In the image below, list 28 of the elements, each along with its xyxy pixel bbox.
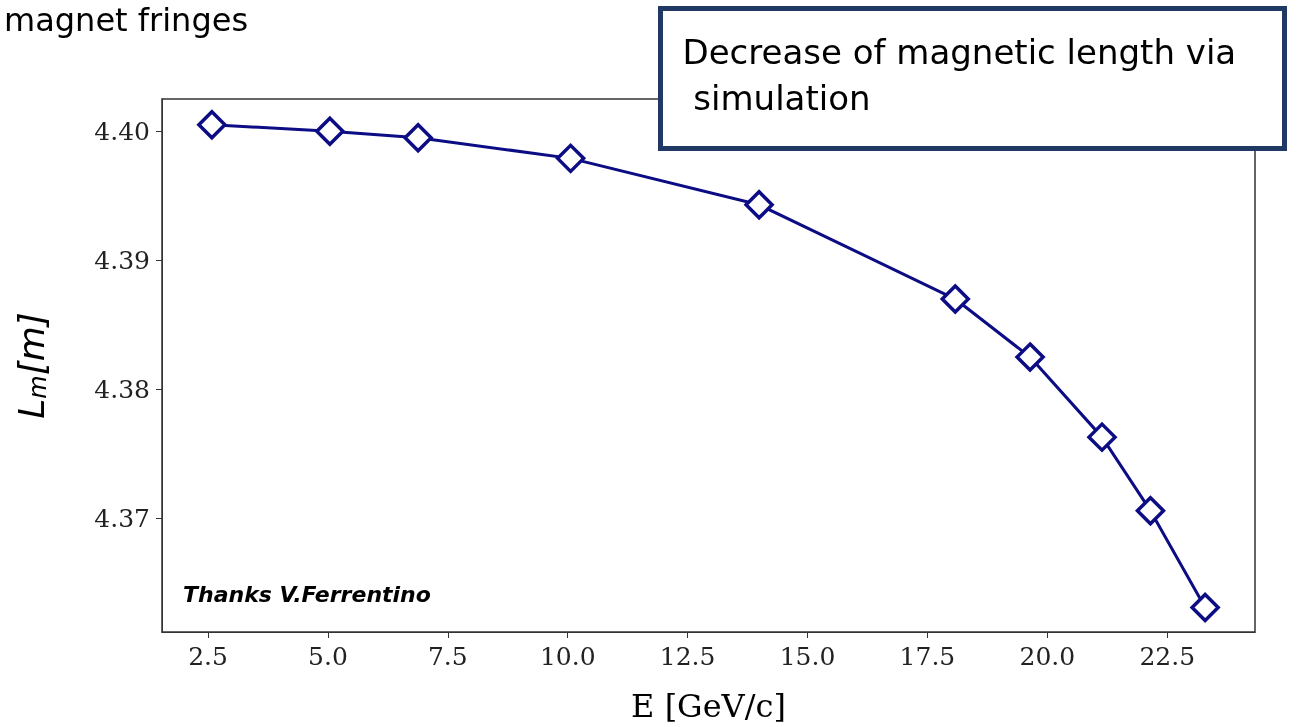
point bbox=[403, 122, 433, 153]
x-tick-label: 12.5 bbox=[659, 642, 716, 671]
point bbox=[1087, 422, 1117, 452]
x-tick-label: 7.5 bbox=[427, 642, 468, 671]
x-tick-label: 15.0 bbox=[779, 642, 836, 671]
x-tick-label: 5.0 bbox=[308, 642, 348, 671]
point bbox=[1135, 495, 1166, 526]
x-tick-label: 17.5 bbox=[899, 642, 956, 671]
point bbox=[744, 190, 774, 220]
point bbox=[1190, 592, 1220, 623]
point bbox=[315, 116, 345, 147]
y-tick-label: 4.40 bbox=[94, 116, 150, 146]
x-tick-label: 10.0 bbox=[539, 642, 596, 671]
text: magnet fringes bbox=[4, 1, 249, 39]
y-tick-label: 4.37 bbox=[94, 503, 150, 533]
point bbox=[1015, 342, 1045, 372]
y-tick-label: 4.38 bbox=[94, 374, 150, 404]
point bbox=[940, 284, 970, 314]
y-tick-label: 4.39 bbox=[94, 245, 150, 275]
y-axis-title: Lm[m] bbox=[10, 312, 52, 419]
annotation: Thanks V.Ferrentino bbox=[183, 581, 431, 607]
x-tick-label: 22.5 bbox=[1139, 642, 1196, 671]
annotation: Decrease of magnetic length via simulation bbox=[682, 31, 1237, 118]
point bbox=[197, 110, 227, 140]
x-axis-title: E [GeV/c] bbox=[631, 687, 786, 725]
point bbox=[555, 143, 586, 174]
x-tick-label: 2.5 bbox=[188, 642, 228, 671]
x-tick-label: 20.0 bbox=[1019, 642, 1076, 671]
